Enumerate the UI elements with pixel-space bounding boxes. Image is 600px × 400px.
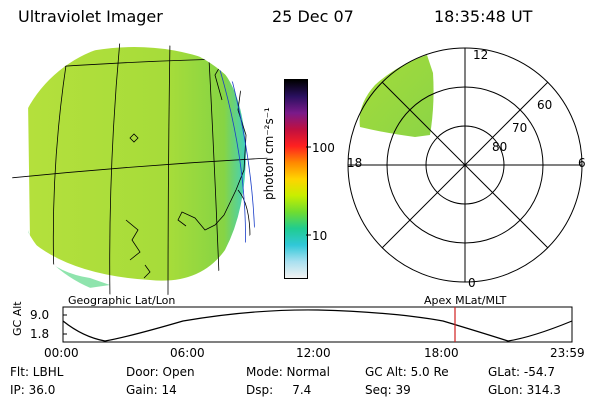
parallel <box>12 157 268 179</box>
mlat-label-70: 70 <box>512 121 528 135</box>
info-gain: Gain: 14 <box>126 383 177 397</box>
xtick-0600: 06:00 <box>170 346 205 360</box>
colorbar-tick-100: 100 <box>312 141 335 155</box>
info-seq: Seq: 39 <box>365 383 411 397</box>
info-mode: Mode: Normal <box>246 365 330 379</box>
altitude-plot <box>62 306 573 343</box>
info-door: Door: Open <box>126 365 195 379</box>
geographic-label: Geographic Lat/Lon <box>68 294 176 307</box>
uv-emission-region <box>28 46 246 281</box>
coastline <box>177 59 247 231</box>
info-glat: GLat: -54.7 <box>488 365 555 379</box>
apex-label: Apex MLat/MLT <box>424 294 507 307</box>
xtick-2359: 23:59 <box>550 346 585 360</box>
info-filter: Flt: LBHL <box>10 365 64 379</box>
mlat-label-60: 60 <box>537 98 553 112</box>
altitude-ylabel: GC Alt <box>11 301 24 336</box>
altitude-curve <box>62 309 573 342</box>
meridian <box>167 42 171 298</box>
time-label: 18:35:48 UT <box>434 7 533 26</box>
info-dsp: Dsp: 7.4 <box>246 383 312 397</box>
xtick-1800: 18:00 <box>424 346 459 360</box>
altitude-ytick-9: 9.0 <box>30 308 50 322</box>
date-label: 25 Dec 07 <box>272 7 354 26</box>
meridian <box>207 42 221 298</box>
colorbar-unit-label: photon cm⁻²s⁻¹ <box>262 107 276 200</box>
mlt-label-6: 6 <box>578 156 586 170</box>
mlt-label-18: 18 <box>347 156 363 170</box>
colorbar-ticks <box>306 146 311 236</box>
mlt-label-12: 12 <box>473 48 489 62</box>
xtick-0000: 00:00 <box>44 346 79 360</box>
xtick-1200: 12:00 <box>296 346 331 360</box>
geographic-map <box>12 42 268 298</box>
info-ip: IP: 36.0 <box>10 383 56 397</box>
colorbar-tick-10: 10 <box>312 229 328 243</box>
info-glon: GLon: 314.3 <box>488 383 561 397</box>
polar-mlat-mlt-plot <box>347 47 583 283</box>
mlt-label-0: 0 <box>468 276 476 290</box>
meridian <box>109 42 121 298</box>
altitude-ytick-1-8: 1.8 <box>30 327 50 341</box>
mlat-label-80: 80 <box>492 140 508 154</box>
instrument-title: Ultraviolet Imager <box>18 7 163 26</box>
colorbar <box>284 79 308 279</box>
info-gc-alt: GC Alt: 5.0 Re <box>365 365 449 379</box>
